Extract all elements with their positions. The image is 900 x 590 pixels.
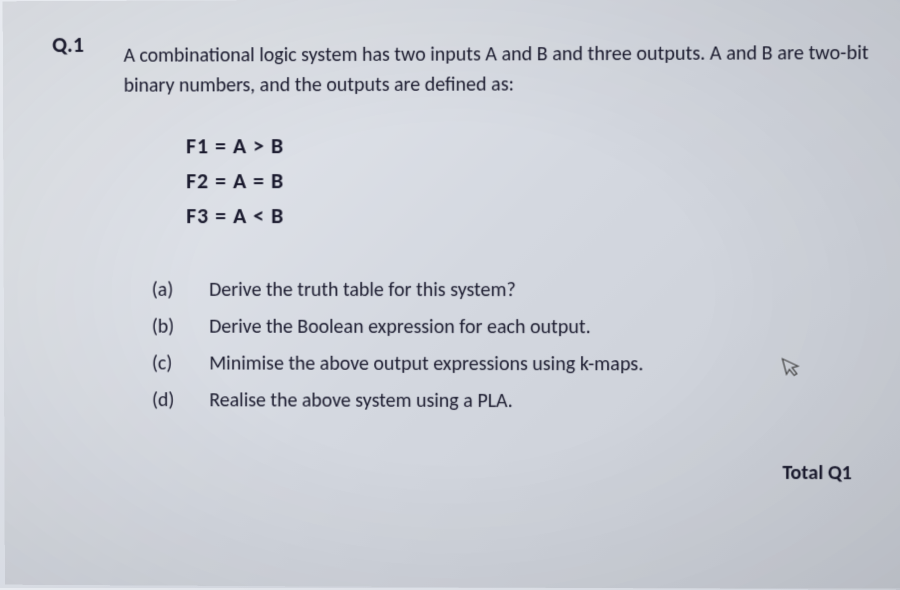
subquestion-c: (c) Minimise the above output expression… xyxy=(152,345,883,383)
subquestion-text: Minimise the above output expressions us… xyxy=(209,345,643,383)
formula-f2: F2 = A = B xyxy=(186,162,883,198)
subquestion-label: (b) xyxy=(152,308,182,345)
question-prompt: A combinational logic system has two inp… xyxy=(123,28,884,101)
question-header: Q.1 A combinational logic system has two… xyxy=(52,28,884,101)
total-label: Total Q1 xyxy=(54,458,883,485)
subquestion-label: (a) xyxy=(152,271,182,308)
subquestion-b: (b) Derive the Boolean expression for ea… xyxy=(152,308,883,346)
subquestion-text: Derive the Boolean expression for each o… xyxy=(209,308,591,345)
subquestion-label: (c) xyxy=(152,345,182,382)
subquestion-text: Realise the above system using a PLA. xyxy=(209,382,512,420)
subquestion-label: (d) xyxy=(152,382,182,419)
question-number: Q.1 xyxy=(52,31,84,58)
subquestion-d: (d) Realise the above system using a PLA… xyxy=(152,382,883,421)
subquestion-a: (a) Derive the truth table for this syst… xyxy=(152,271,883,308)
formula-block: F1 = A > B F2 = A = B F3 = A < B xyxy=(186,127,884,234)
subquestion-text: Derive the truth table for this system? xyxy=(209,272,516,309)
formula-f1: F1 = A > B xyxy=(186,127,884,164)
question-page: Q.1 A combinational logic system has two… xyxy=(3,0,900,505)
formula-f3: F3 = A < B xyxy=(186,198,883,234)
subquestions-list: (a) Derive the truth table for this syst… xyxy=(152,271,883,420)
